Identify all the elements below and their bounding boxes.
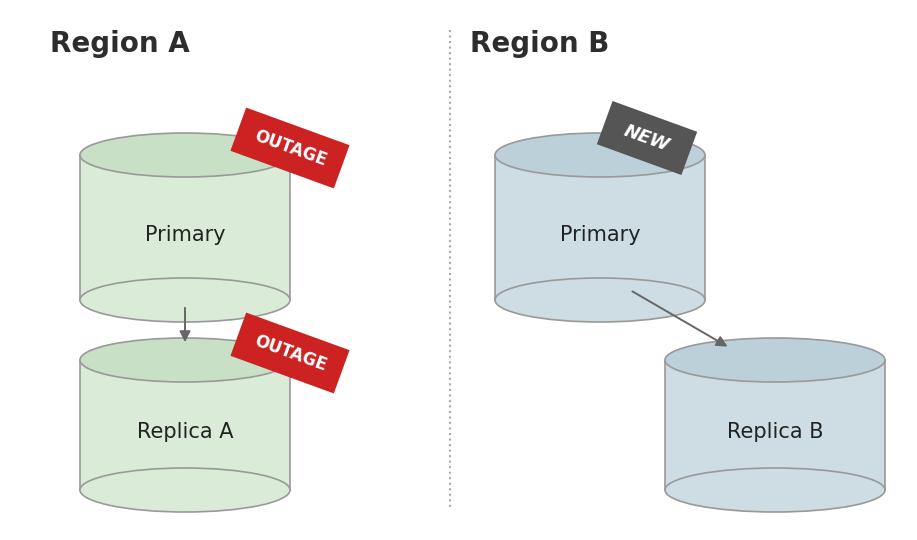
Ellipse shape [495,278,705,322]
Ellipse shape [80,338,290,382]
Polygon shape [495,155,705,300]
Polygon shape [597,101,697,175]
Text: OUTAGE: OUTAGE [251,126,328,170]
Polygon shape [80,155,290,300]
Ellipse shape [80,133,290,177]
Text: Region B: Region B [470,30,610,58]
Ellipse shape [495,133,705,177]
Ellipse shape [665,338,885,382]
Polygon shape [80,360,290,490]
Text: Primary: Primary [559,225,640,245]
Text: Replica B: Replica B [727,422,823,442]
Polygon shape [230,313,349,394]
Ellipse shape [80,278,290,322]
Polygon shape [665,360,885,490]
Polygon shape [230,107,349,188]
Text: Replica A: Replica A [137,422,233,442]
Text: Region A: Region A [50,30,190,58]
Text: NEW: NEW [622,122,672,154]
Ellipse shape [665,468,885,512]
Ellipse shape [80,468,290,512]
Text: Primary: Primary [145,225,226,245]
Text: OUTAGE: OUTAGE [251,332,328,374]
